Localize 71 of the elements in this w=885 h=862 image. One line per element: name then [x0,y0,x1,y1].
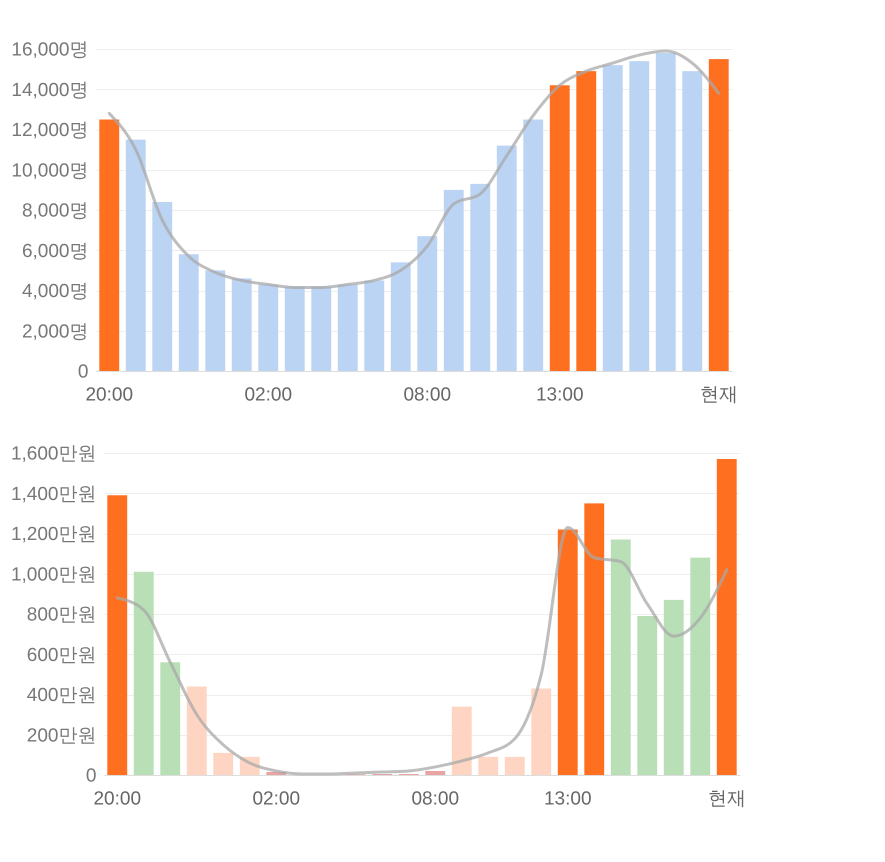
y-tick-label: 200만원 [26,725,96,746]
y-tick-label: 1,400만원 [10,484,96,505]
y-tick-label: 0 [78,362,88,382]
y-tick-label: 10,000명 [11,160,88,182]
bar [134,572,154,775]
y-tick-label: 4,000명 [22,281,88,302]
bar [584,503,604,775]
bar [152,202,172,371]
bar [716,459,737,775]
bar [232,278,252,371]
bar [311,286,332,371]
line-series [108,50,720,289]
bar [417,236,438,371]
bar [107,495,128,775]
bar [576,71,596,371]
bar [656,53,676,371]
y-tick-label: 800만원 [26,604,96,626]
y-tick-label: 6,000명 [22,240,88,262]
bar [338,284,358,371]
x-tick-label: 13:00 [536,384,584,406]
y-tick-label: 400만원 [26,685,96,706]
bar [126,140,146,371]
bar [610,540,631,775]
line-series [116,526,728,776]
bar [690,558,710,775]
bar [664,600,684,775]
y-tick-label: 1,000만원 [10,564,96,586]
y-tick-label: 2,000명 [22,321,88,342]
bar [364,280,384,371]
bar [160,662,180,775]
bar [178,254,199,371]
x-tick-label: 20:00 [93,788,142,810]
x-tick-label: 02:00 [244,384,292,406]
bar [682,71,702,371]
bar [637,616,658,775]
x-tick-label: 08:00 [411,788,460,810]
bar [444,190,464,371]
bar [602,65,623,371]
bar [558,529,578,775]
bar [205,270,226,371]
y-tick-label: 1,200만원 [10,524,96,545]
x-tick-label: 20:00 [85,384,134,406]
bar [186,686,207,775]
bar [708,59,729,371]
bar [629,61,650,371]
y-tick-label: 600만원 [26,644,96,666]
bar [496,146,517,371]
bar [99,119,120,371]
bar [504,756,525,775]
bar [531,688,552,775]
bar [390,262,411,371]
y-tick-label: 0 [86,766,96,786]
y-tick-label: 8,000명 [22,200,88,222]
y-tick-label: 14,000명 [11,80,88,101]
bar [425,770,446,775]
y-tick-label: 16,000명 [11,40,88,60]
x-tick-label: 13:00 [544,788,592,810]
bar [213,752,234,775]
x-tick-label: 02:00 [252,788,300,810]
bar [284,286,305,371]
bar [258,284,278,371]
bar [478,756,498,775]
bar [523,119,544,371]
bar [470,184,490,371]
bar [550,85,570,371]
x-tick-label: 08:00 [403,384,452,406]
y-tick-label: 12,000명 [11,120,88,141]
bar [452,706,472,775]
x-tick-label: 현재 [708,788,746,810]
y-tick-label: 1,600만원 [10,444,96,464]
x-tick-label: 현재 [700,384,738,406]
